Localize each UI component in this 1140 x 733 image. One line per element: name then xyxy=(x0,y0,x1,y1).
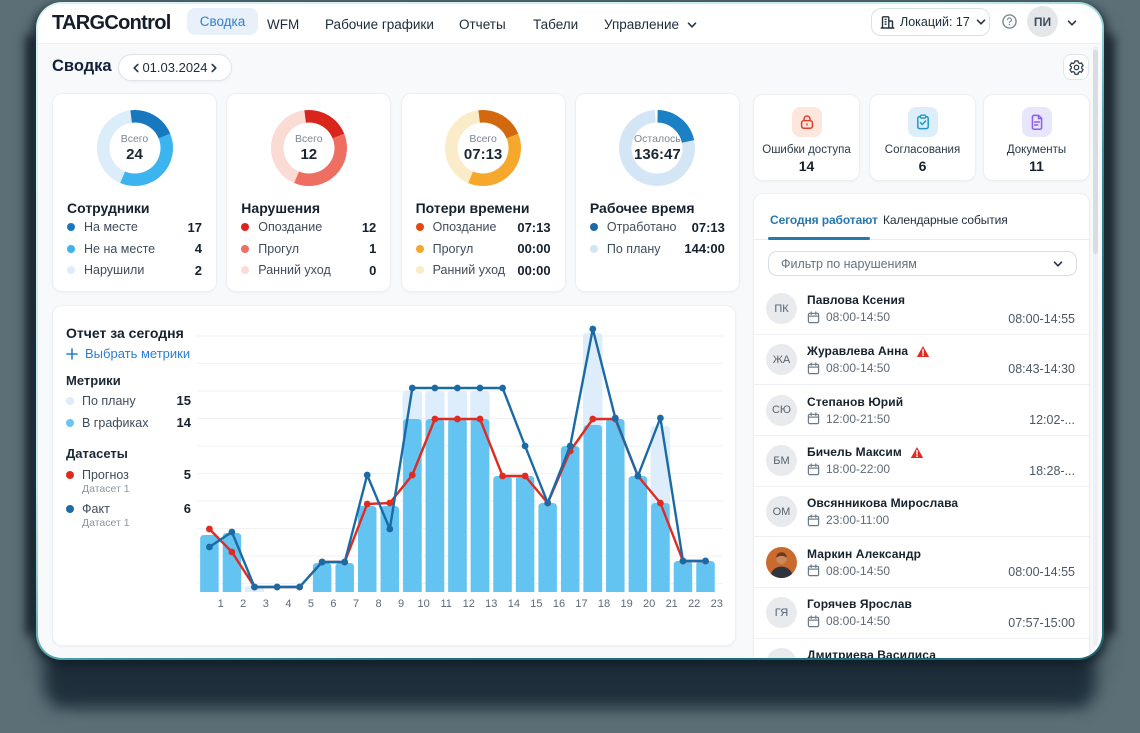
svg-text:6: 6 xyxy=(330,598,336,610)
svg-text:3: 3 xyxy=(263,598,269,610)
svg-text:12: 12 xyxy=(463,598,475,610)
svg-text:1: 1 xyxy=(218,598,224,610)
svg-text:7: 7 xyxy=(353,598,359,610)
svg-text:20: 20 xyxy=(643,598,655,610)
svg-text:19: 19 xyxy=(620,598,632,610)
svg-text:4: 4 xyxy=(285,598,291,610)
svg-text:17: 17 xyxy=(575,598,587,610)
svg-text:13: 13 xyxy=(485,598,497,610)
svg-text:11: 11 xyxy=(440,598,451,610)
svg-text:14: 14 xyxy=(508,598,520,610)
svg-text:5: 5 xyxy=(308,598,314,610)
svg-text:8: 8 xyxy=(375,598,381,610)
svg-text:22: 22 xyxy=(688,598,700,610)
svg-text:16: 16 xyxy=(553,598,565,610)
svg-text:21: 21 xyxy=(666,598,678,610)
svg-text:10: 10 xyxy=(417,598,429,610)
svg-text:15: 15 xyxy=(530,598,542,610)
svg-text:18: 18 xyxy=(598,598,610,610)
svg-text:2: 2 xyxy=(240,598,246,610)
svg-text:23: 23 xyxy=(711,598,723,610)
svg-text:9: 9 xyxy=(398,598,404,610)
